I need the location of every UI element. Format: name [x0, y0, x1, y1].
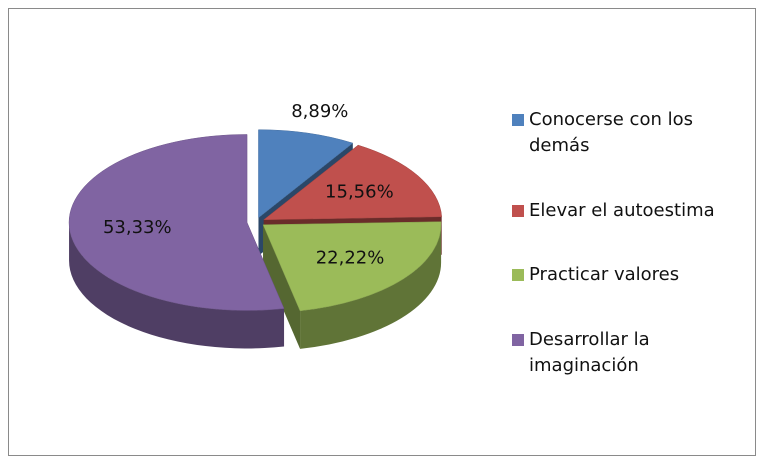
slice-wall: [263, 224, 301, 349]
legend-item: Practicar valores: [512, 262, 742, 288]
slice-side: [300, 224, 442, 349]
slice-side: [69, 222, 285, 349]
legend-label: Desarrollar la imaginación: [529, 328, 650, 376]
legend-swatch: [512, 269, 524, 282]
legend-swatch: [512, 204, 524, 217]
legend-item: Elevar el autoestima: [512, 198, 742, 224]
data-label: 8,89%: [291, 101, 348, 122]
legend-swatch: [512, 333, 524, 346]
data-label: 22,22%: [316, 247, 385, 268]
legend-label: Practicar valores: [529, 264, 680, 286]
pie-slice: [68, 134, 285, 311]
legend-swatch: [512, 114, 524, 127]
legend: Conocerse con los demás Elevar el autoest…: [512, 88, 742, 398]
chart-frame: [8, 8, 756, 456]
legend-item: Desarrollar la imaginación: [512, 327, 742, 379]
data-label: 15,56%: [325, 182, 394, 203]
legend-label: Elevar el autoestima: [529, 199, 715, 221]
pie-slice: [262, 221, 442, 312]
data-label: 53,33%: [103, 217, 172, 238]
legend-label: Conocerse con los demás: [529, 109, 693, 157]
pie-slice: [263, 144, 442, 221]
pie-slice: [258, 129, 354, 219]
legend-item: Conocerse con los demás: [512, 107, 742, 159]
